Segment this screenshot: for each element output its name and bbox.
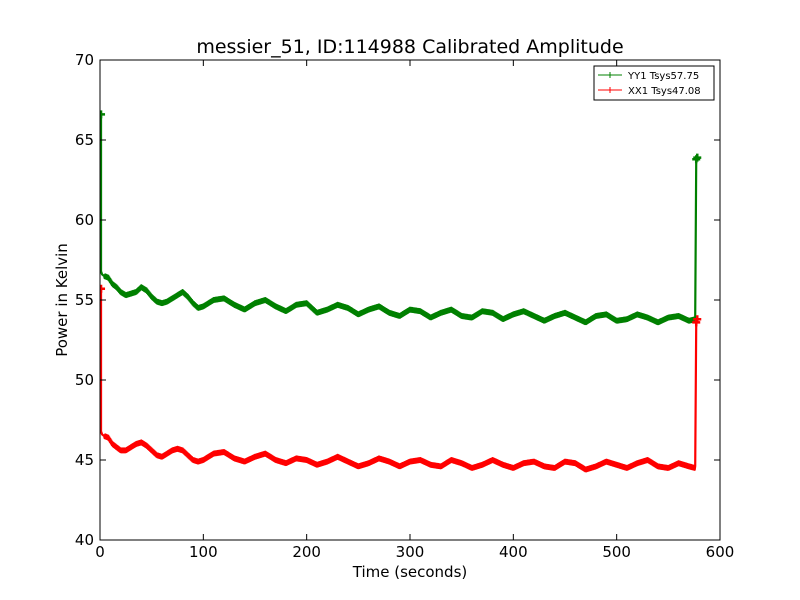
series-0-marker-0 bbox=[100, 110, 106, 119]
x-tick-label-3: 300 bbox=[396, 543, 425, 561]
legend-marker-1 bbox=[607, 87, 613, 93]
legend-entries: YY1 Tsys57.75 XX1 Tsys47.08 bbox=[598, 71, 701, 97]
legend-marker-0 bbox=[607, 72, 613, 78]
legend: YY1 Tsys57.75 XX1 Tsys47.08 bbox=[593, 65, 715, 101]
series-1 bbox=[100, 284, 702, 473]
x-axis-title: Time (seconds) bbox=[352, 563, 468, 581]
y-tick-label-2: 50 bbox=[75, 371, 94, 389]
plot-area: 0 100 200 300 400 500 600 40 45 50 55 60 65 70 bbox=[75, 51, 734, 561]
ticks-layer: 0 100 200 300 400 500 600 40 45 50 55 60 65 70 bbox=[75, 51, 734, 561]
x-tick-label-4: 400 bbox=[499, 543, 528, 561]
legend-label-0: YY1 Tsys57.75 bbox=[627, 71, 699, 82]
series-line-0 bbox=[100, 114, 699, 326]
series-1-marker-2 bbox=[692, 318, 701, 327]
legend-label-1: XX1 Tsys47.08 bbox=[628, 86, 701, 97]
series-0 bbox=[100, 110, 702, 326]
series-0-marker-2 bbox=[692, 155, 701, 164]
x-tick-label-2: 200 bbox=[292, 543, 321, 561]
y-tick-label-0: 40 bbox=[75, 531, 94, 549]
series-line-1 bbox=[100, 288, 699, 473]
x-tick-label-5: 500 bbox=[602, 543, 631, 561]
y-tick-label-6: 70 bbox=[75, 51, 94, 69]
x-tick-label-1: 100 bbox=[189, 543, 218, 561]
y-tick-label-4: 60 bbox=[75, 211, 94, 229]
chart-title: messier_51, ID:114988 Calibrated Amplitu… bbox=[196, 36, 623, 58]
y-tick-label-1: 45 bbox=[75, 451, 94, 469]
y-tick-label-3: 55 bbox=[75, 291, 94, 309]
y-axis-title: Power in Kelvin bbox=[53, 243, 71, 357]
x-tick-label-0: 0 bbox=[95, 543, 105, 561]
series-1-marker-0 bbox=[100, 284, 106, 293]
x-tick-label-6: 600 bbox=[706, 543, 735, 561]
y-tick-label-5: 65 bbox=[75, 131, 94, 149]
series-layer bbox=[100, 110, 702, 473]
legend-box bbox=[593, 65, 715, 101]
